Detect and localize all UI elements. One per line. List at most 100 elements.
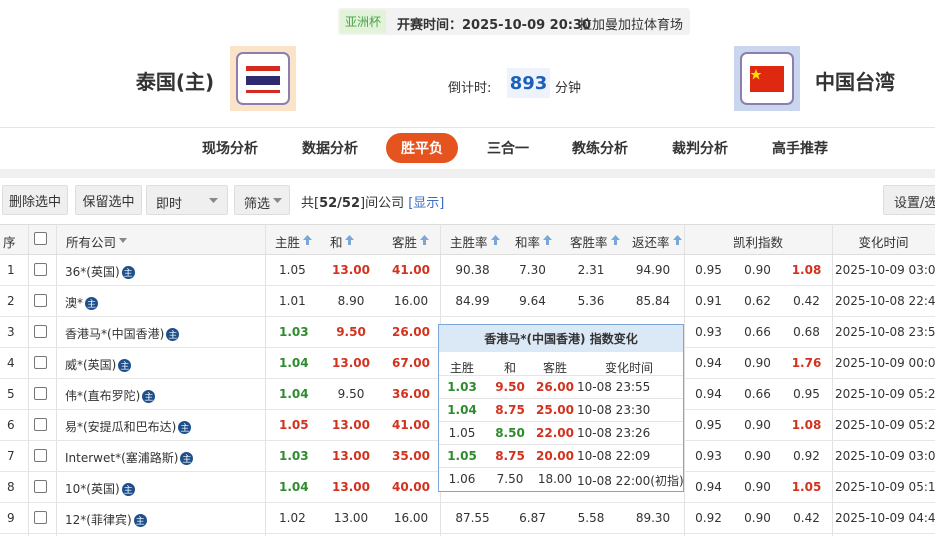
column-header[interactable]: 主胜率 [450,235,488,250]
company-name[interactable]: 威*(英国) 主 [65,356,132,373]
change-time: 2025-10-09 05:24 [835,418,935,432]
main-badge: 主 [121,483,135,496]
delete-selected-button[interactable]: 删除选中 [2,185,68,215]
column-header: 凯利指数 [732,235,783,250]
sort-icon[interactable] [345,235,354,245]
sort-icon[interactable] [543,235,552,245]
popup-odds: 8.75 [495,449,525,463]
company-name[interactable]: 易*(安提瓜和巴布达) 主 [65,418,192,435]
company-name[interactable]: 澳* 主 [65,294,99,311]
kelly-index: 0.94 [695,480,722,494]
column-header[interactable]: 和率 [515,235,541,250]
popup-time: 10-08 22:00(初指) [577,474,684,488]
keep-selected-button[interactable]: 保留选中 [75,185,142,215]
league-tag[interactable]: 亚洲杯 [340,10,386,33]
change-time: 2025-10-09 04:41 [835,511,935,525]
main-badge: 主 [133,514,147,527]
rate-return-rate: 85.84 [635,294,671,308]
checkbox[interactable] [34,232,47,245]
mode-select[interactable]: 即时 [146,185,228,215]
match-info-bar [338,8,690,35]
company-text[interactable]: 香港马*(中国香港) [65,327,165,341]
sort-icon[interactable] [491,235,500,245]
popup-column-header: 和 [503,361,516,375]
row-border [0,502,935,503]
odds-draw: 13.00 [332,480,370,494]
kelly-index: 0.93 [695,449,722,463]
odds-home: 1.05 [279,263,306,277]
company-name[interactable]: Interwet*(塞浦路斯) 主 [65,449,194,466]
company-name[interactable]: 36*(英国) 主 [65,263,135,280]
company-text[interactable]: 10*(英国) [65,482,120,496]
column-header[interactable]: 主胜 [275,235,301,250]
kelly-index: 1.08 [791,418,822,432]
row-border [0,533,935,534]
sort-icon[interactable] [303,235,312,245]
row-index: 2 [7,294,15,308]
tab[interactable]: 教练分析 [572,141,628,157]
dropdown-arrow [209,198,218,203]
odds-home: 1.04 [279,356,309,370]
checkbox[interactable] [34,387,47,400]
checkbox[interactable] [34,480,47,493]
column-header[interactable]: 返还率 [632,235,670,250]
popup-odds: 22.00 [536,426,574,440]
tab-active[interactable]: 胜平负 [386,133,458,163]
company-text[interactable]: Interwet*(塞浦路斯) [65,451,179,465]
tab[interactable]: 高手推荐 [772,141,828,157]
checkbox[interactable] [34,356,47,369]
column-header[interactable]: 客胜率 [570,235,608,250]
popup-row-border [439,444,683,445]
column-header: 变化时间 [858,235,909,250]
change-time: 2025-10-09 05:15 [835,480,935,494]
company-text[interactable]: 36*(英国) [65,265,120,279]
company-text[interactable]: 12*(菲律宾) [65,513,132,527]
kelly-index: 0.95 [695,263,722,277]
checkbox[interactable] [34,449,47,462]
odds-draw: 13.00 [332,418,370,432]
popup-odds: 1.05 [447,449,477,463]
company-name[interactable]: 12*(菲律宾) 主 [65,511,147,528]
kelly-index: 0.95 [695,418,722,432]
checkbox[interactable] [34,263,47,276]
company-text[interactable]: 澳* [65,296,84,310]
company-name[interactable]: 10*(英国) 主 [65,480,135,497]
popup-title: 香港马*(中国香港) 指数变化 [439,325,683,352]
odds-draw: 9.50 [337,387,365,401]
column-header[interactable]: 和 [330,235,343,250]
away-flag [740,52,794,105]
company-text[interactable]: 威*(英国) [65,358,117,372]
row-index: 5 [7,387,15,401]
sort-icon[interactable] [673,235,682,245]
dropdown-arrow[interactable] [119,238,127,243]
company-name[interactable]: 伟*(直布罗陀) 主 [65,387,156,404]
settings-button[interactable]: 设置/选 [883,185,935,215]
kelly-index: 0.66 [744,325,771,339]
filter-select[interactable]: 筛选 [234,185,290,215]
row-index: 3 [7,325,15,339]
checkbox[interactable] [34,294,47,307]
checkbox[interactable] [34,511,47,524]
company-text[interactable]: 易*(安提瓜和巴布达) [65,420,177,434]
tab[interactable]: 裁判分析 [672,141,728,157]
company-text[interactable]: 伟*(直布罗陀) [65,389,141,403]
column-header[interactable]: 客胜 [392,235,418,250]
sort-icon[interactable] [420,235,429,245]
odds-home: 1.04 [279,480,309,494]
kelly-index: 0.92 [793,449,820,463]
company-name[interactable]: 香港马*(中国香港) 主 [65,325,180,342]
tab[interactable]: 现场分析 [202,141,258,157]
odds-draw: 13.00 [333,511,369,525]
sort-icon[interactable] [611,235,620,245]
checkbox[interactable] [34,418,47,431]
tab[interactable]: 三合一 [487,141,529,157]
checkbox[interactable] [34,325,47,338]
kelly-index: 0.95 [793,387,820,401]
kelly-index: 0.66 [744,387,771,401]
filter-text: 筛选 [244,197,271,212]
popup-time: 10-08 22:09 [577,449,651,463]
tab[interactable]: 数据分析 [302,141,358,157]
odds-away: 16.00 [393,511,429,525]
countdown-value: 893 [507,68,550,98]
show-link[interactable]: [显示] [408,196,445,211]
